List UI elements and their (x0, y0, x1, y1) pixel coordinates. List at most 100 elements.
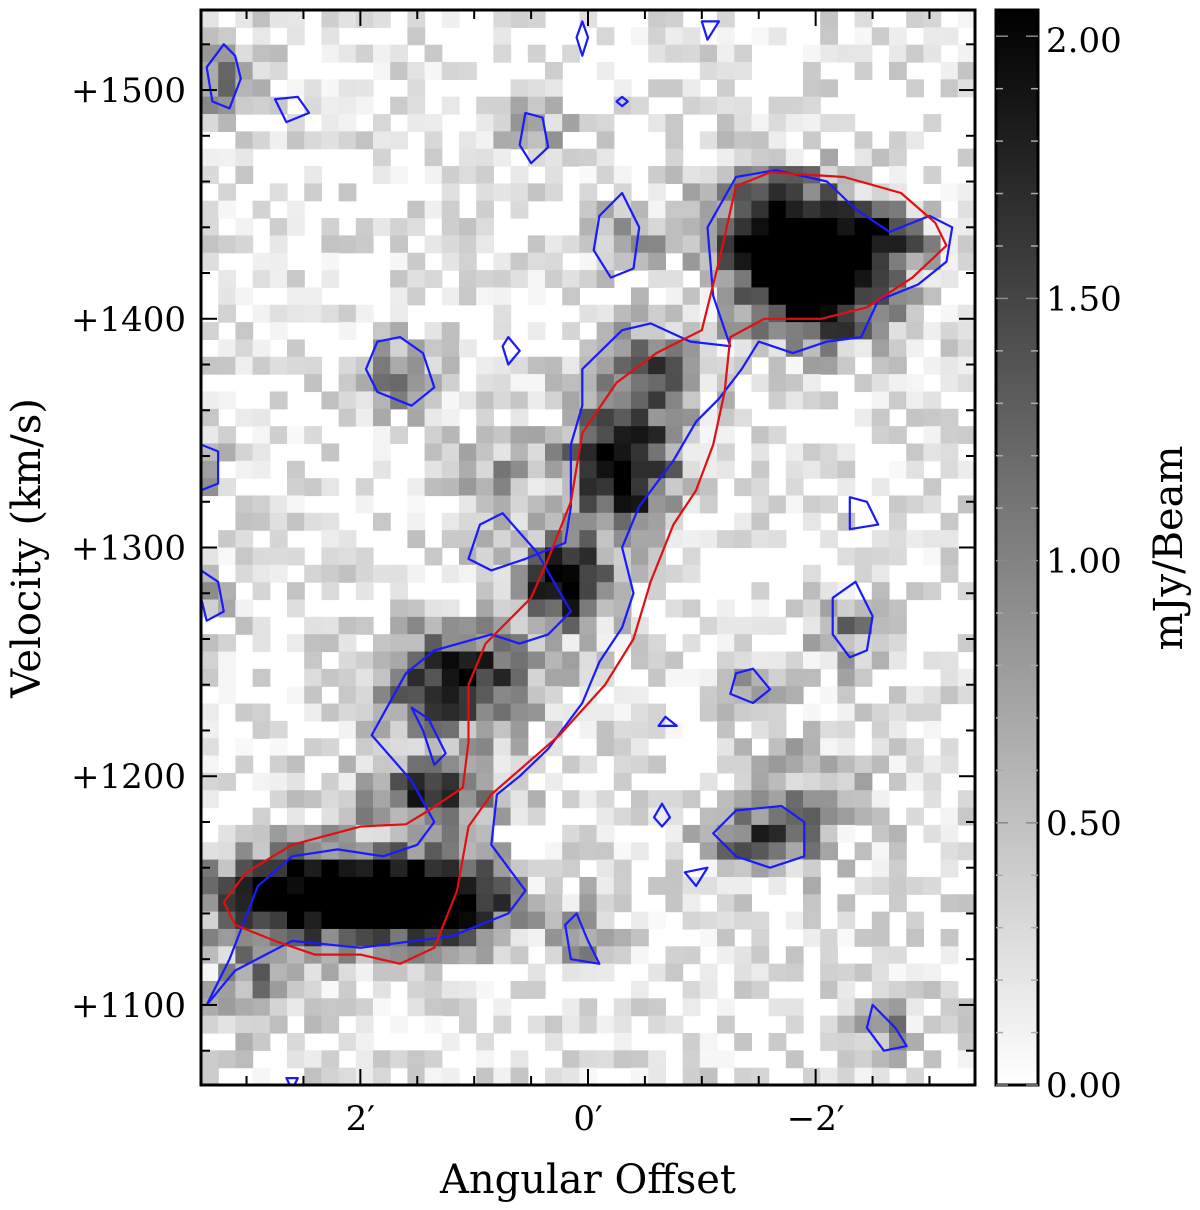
heatmap-cell (235, 44, 254, 63)
heatmap-cell (871, 599, 890, 618)
heatmap-cell (854, 564, 873, 583)
heatmap-cell (407, 824, 426, 843)
heatmap-cell (957, 998, 975, 1017)
heatmap-cell (837, 980, 856, 999)
heatmap-cell (269, 304, 288, 323)
heatmap-cell (321, 391, 340, 410)
heatmap-cell (218, 1015, 236, 1034)
heatmap-cell (545, 686, 563, 705)
heatmap-cell (407, 391, 426, 410)
heatmap-cell (803, 599, 821, 618)
heatmap-cell (579, 183, 598, 202)
heatmap-cell (390, 651, 408, 670)
heatmap-cell (613, 703, 632, 722)
heatmap-cell (321, 1050, 340, 1069)
heatmap-cell (871, 408, 890, 427)
heatmap-cell (820, 790, 838, 809)
heatmap-cell (889, 62, 907, 80)
heatmap-cell (906, 391, 924, 410)
heatmap-cell (648, 252, 666, 271)
heatmap-cell (889, 599, 907, 618)
heatmap-cell (527, 131, 546, 150)
heatmap-cell (235, 1050, 254, 1069)
colorbar-tick-label: 0.00 (1046, 1066, 1122, 1106)
heatmap-cell (596, 859, 615, 878)
heatmap-cell (889, 1050, 907, 1069)
heatmap-cell (355, 10, 374, 28)
heatmap-cell (235, 980, 254, 999)
heatmap-cell (545, 842, 563, 861)
heatmap-cell (545, 512, 563, 531)
heatmap-cell (252, 96, 271, 115)
heatmap-cell (785, 495, 804, 514)
heatmap-cell (631, 374, 649, 393)
heatmap-cell (459, 235, 477, 254)
heatmap-cell (493, 148, 512, 167)
heatmap-cell (889, 894, 907, 913)
heatmap-cell (854, 44, 873, 63)
heatmap-cell (304, 651, 322, 670)
heatmap-cell (459, 807, 477, 826)
heatmap-cell (252, 131, 271, 150)
heatmap-cell (304, 842, 322, 861)
heatmap-cell (390, 322, 408, 341)
heatmap-cell (785, 911, 804, 930)
heatmap-cell (613, 166, 632, 184)
heatmap-cell (493, 772, 512, 791)
heatmap-cell (476, 686, 494, 705)
heatmap-cell (768, 876, 787, 895)
heatmap-cell (596, 218, 615, 236)
heatmap-cell (407, 478, 426, 497)
heatmap-cell (545, 720, 563, 739)
heatmap-cell (768, 322, 787, 341)
heatmap-cell (338, 547, 357, 566)
heatmap-cell (665, 599, 684, 618)
heatmap-cell (734, 287, 752, 306)
heatmap-cell (373, 998, 391, 1017)
heatmap-cell (854, 842, 873, 861)
blue-contour (865, 1003, 908, 1052)
heatmap-cell (579, 824, 598, 843)
heatmap-cell (871, 703, 890, 722)
heatmap-cell (527, 79, 546, 98)
heatmap-cell (510, 790, 529, 809)
heatmap-cell (734, 96, 752, 115)
heatmap-cell (648, 27, 666, 46)
heatmap-cell (803, 96, 821, 115)
heatmap-cell (562, 616, 580, 635)
heatmap-cell (923, 478, 942, 497)
heatmap-cell (235, 131, 254, 150)
heatmap-cell (287, 582, 305, 601)
heatmap-cell (562, 755, 580, 774)
heatmap-cell (613, 928, 632, 947)
heatmap-cell (459, 495, 477, 514)
heatmap-cell (493, 876, 512, 895)
heatmap-cell (373, 322, 391, 341)
heatmap-cell (287, 824, 305, 843)
heatmap-cell (751, 460, 770, 479)
heatmap-cell (355, 131, 374, 150)
heatmap-cell (407, 651, 426, 670)
heatmap-cell (510, 200, 529, 219)
heatmap-cell (923, 356, 942, 375)
heatmap-cell (717, 270, 735, 289)
heatmap-cell (803, 218, 821, 236)
heatmap-cell (321, 980, 340, 999)
heatmap-cell (820, 44, 838, 63)
heatmap-cell (889, 616, 907, 635)
heatmap-cell (648, 166, 666, 184)
heatmap-cell (545, 1015, 563, 1034)
heatmap-cell (837, 859, 856, 878)
heatmap-cell (562, 1015, 580, 1034)
heatmap-cell (699, 842, 718, 861)
heatmap-cell (923, 790, 942, 809)
heatmap-cell (390, 304, 408, 323)
heatmap-cell (321, 27, 340, 46)
heatmap-cell (476, 408, 494, 427)
y-axis-title: Velocity (km/s) (4, 398, 50, 699)
heatmap-cell (785, 1015, 804, 1034)
heatmap-cell (407, 772, 426, 791)
heatmap-cell (355, 1015, 374, 1034)
heatmap-cell (820, 27, 838, 46)
heatmap-cell (287, 1050, 305, 1069)
